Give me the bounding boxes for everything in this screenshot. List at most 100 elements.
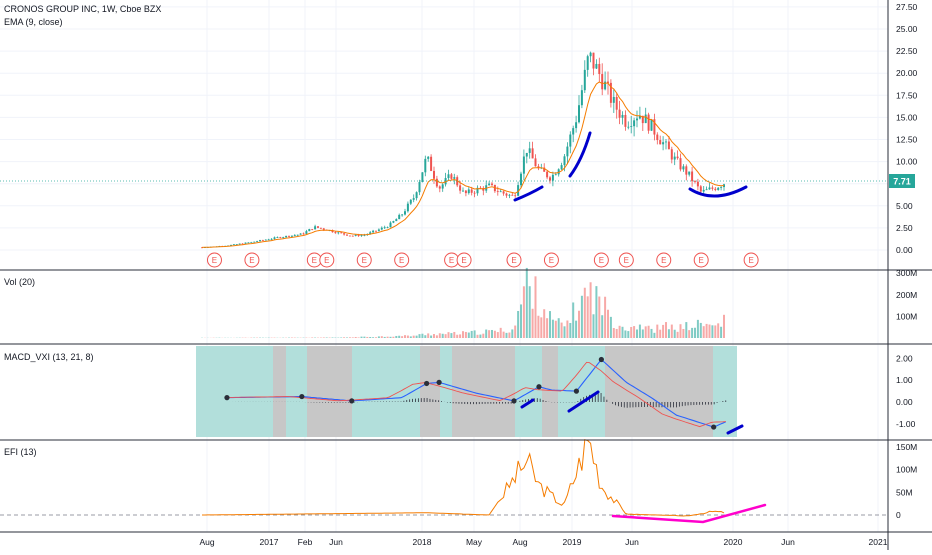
macd-bg-gray bbox=[452, 346, 515, 437]
volume-bar bbox=[416, 336, 418, 338]
volume-bar bbox=[375, 337, 377, 338]
volume-bar bbox=[619, 326, 621, 338]
volume-bar bbox=[404, 335, 406, 338]
macd-pivot-dot bbox=[299, 394, 304, 399]
volume-bar bbox=[323, 337, 325, 338]
volume-bar bbox=[450, 333, 452, 338]
volume-bar bbox=[497, 332, 499, 338]
volume-bar bbox=[532, 309, 534, 338]
macd-bg-gray bbox=[307, 346, 352, 437]
macd-bg-gray bbox=[605, 346, 713, 437]
candle-body bbox=[566, 147, 568, 157]
volume-bar bbox=[685, 322, 687, 338]
volume-bar bbox=[566, 321, 568, 338]
volume-bar bbox=[601, 315, 603, 338]
candle-body bbox=[613, 97, 615, 103]
candle-body bbox=[317, 226, 319, 228]
candle-body bbox=[662, 142, 664, 144]
volume-bar bbox=[477, 335, 479, 338]
candle-body bbox=[624, 115, 626, 127]
volume-bar bbox=[587, 296, 589, 338]
candle-body bbox=[268, 239, 270, 240]
volume-bar bbox=[645, 326, 647, 338]
candle-body bbox=[526, 153, 528, 157]
candle-body bbox=[334, 232, 336, 233]
candle-body bbox=[442, 184, 444, 188]
efi-tick-label: 0 bbox=[896, 510, 901, 520]
volume-bar bbox=[535, 276, 537, 338]
macd-pivot-dot bbox=[536, 384, 541, 389]
candle-body bbox=[622, 115, 624, 118]
earnings-marker-label: E bbox=[449, 256, 454, 265]
volume-bar bbox=[610, 317, 612, 338]
earnings-marker-label: E bbox=[461, 256, 466, 265]
earnings-marker-label: E bbox=[324, 256, 329, 265]
candle-body bbox=[514, 195, 516, 196]
volume-tick-label: 300M bbox=[896, 268, 917, 278]
macd-pivot-dot bbox=[224, 395, 229, 400]
time-tick-label: Aug bbox=[199, 537, 214, 547]
volume-bar bbox=[653, 333, 655, 338]
volume-bar bbox=[459, 334, 461, 338]
candle-body bbox=[706, 189, 708, 190]
candle-body bbox=[468, 189, 470, 193]
candle-body bbox=[320, 228, 322, 229]
volume-bar bbox=[697, 320, 699, 338]
volume-bar bbox=[581, 296, 583, 338]
volume-bar bbox=[381, 336, 383, 338]
earnings-marker-label: E bbox=[549, 256, 554, 265]
volume-bar bbox=[598, 297, 600, 338]
candle-body bbox=[279, 237, 281, 238]
candle-body bbox=[685, 166, 687, 174]
volume-bar bbox=[529, 286, 531, 338]
candle-body bbox=[633, 120, 635, 126]
volume-bar bbox=[410, 336, 412, 338]
earnings-marker-label: E bbox=[212, 256, 217, 265]
candle-body bbox=[700, 186, 702, 191]
volume-bar bbox=[540, 317, 542, 338]
candle-body bbox=[691, 172, 693, 182]
volume-bar bbox=[369, 337, 371, 338]
candle-body bbox=[688, 172, 690, 175]
volume-bar bbox=[636, 329, 638, 338]
candle-body bbox=[303, 234, 305, 235]
earnings-marker-label: E bbox=[362, 256, 367, 265]
volume-bar bbox=[491, 330, 493, 338]
macd-pivot-dot bbox=[711, 424, 716, 429]
candle-body bbox=[436, 179, 438, 187]
candle-body bbox=[682, 166, 684, 169]
volume-bar bbox=[569, 323, 571, 338]
volume-bar bbox=[680, 324, 682, 338]
candle-body bbox=[245, 243, 247, 244]
candle-body bbox=[297, 235, 299, 236]
candle-body bbox=[419, 182, 421, 192]
candle-body bbox=[337, 232, 339, 233]
candle-body bbox=[259, 240, 261, 241]
price-tick-label: 15.00 bbox=[896, 112, 918, 122]
candle-body bbox=[372, 231, 374, 233]
time-tick-label: Jun bbox=[625, 537, 639, 547]
candle-body bbox=[549, 177, 551, 180]
volume-bar bbox=[392, 337, 394, 338]
earnings-marker-label: E bbox=[249, 256, 254, 265]
candle-body bbox=[671, 149, 673, 159]
volume-bar bbox=[433, 334, 435, 338]
time-tick-label: Jun bbox=[329, 537, 343, 547]
volume-bar bbox=[511, 329, 513, 338]
volume-bar bbox=[595, 286, 597, 338]
candle-body bbox=[340, 232, 342, 233]
volume-bar bbox=[352, 337, 354, 338]
candle-body bbox=[384, 227, 386, 228]
volume-bar bbox=[720, 327, 722, 338]
macd-bg-gray bbox=[420, 346, 440, 437]
candle-body bbox=[575, 122, 577, 128]
candle-body bbox=[450, 174, 452, 178]
candle-body bbox=[697, 182, 699, 187]
volume-bar bbox=[471, 331, 473, 338]
volume-bar bbox=[407, 336, 409, 338]
earnings-marker-label: E bbox=[661, 256, 666, 265]
macd-tick-label: 1.00 bbox=[896, 375, 913, 385]
earnings-marker-label: E bbox=[399, 256, 404, 265]
